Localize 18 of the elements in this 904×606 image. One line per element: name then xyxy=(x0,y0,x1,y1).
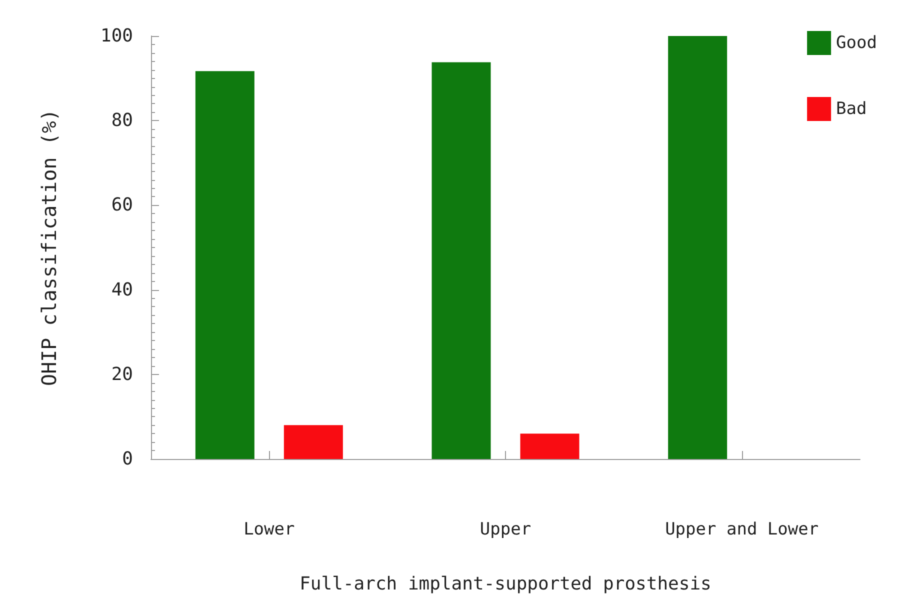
x-tick-label: Lower xyxy=(244,520,295,540)
x-tick-label: Upper and Lower xyxy=(665,520,819,540)
y-tick-label: 40 xyxy=(111,279,133,300)
y-tick-label: 20 xyxy=(111,364,133,385)
x-axis-title: Full-arch implant-supported prosthesis xyxy=(300,574,712,594)
legend-label: Good xyxy=(836,33,878,53)
bar xyxy=(668,36,728,459)
bar xyxy=(195,71,254,459)
y-tick-label: 60 xyxy=(111,194,133,216)
y-tick-label: 80 xyxy=(111,110,133,132)
y-tick-label: 0 xyxy=(122,448,133,470)
y-axis-title: OHIP classification (%) xyxy=(37,109,61,386)
y-tick-label: 100 xyxy=(100,26,133,46)
x-tick-label: Upper xyxy=(480,520,532,540)
bar xyxy=(432,62,491,459)
legend-label: Bad xyxy=(836,99,867,119)
bar xyxy=(520,434,580,459)
bar xyxy=(284,425,343,459)
